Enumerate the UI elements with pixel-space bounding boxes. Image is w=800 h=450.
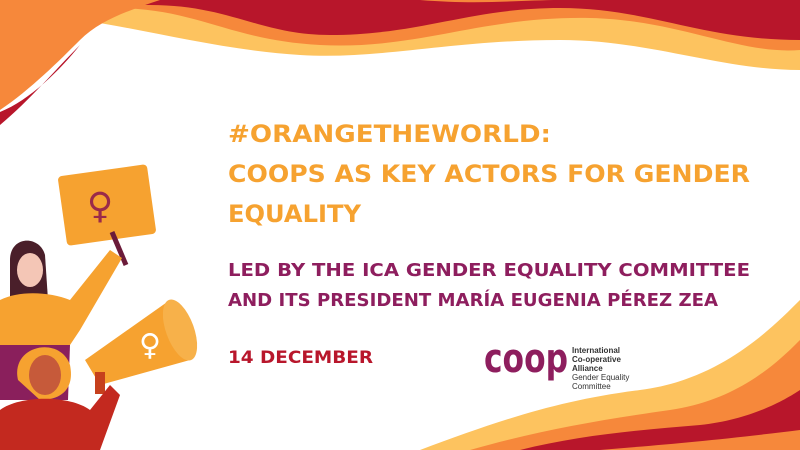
subtitle-line: LED BY THE ICA GENDER EQUALITY COMMITTEE [228, 260, 750, 281]
wave-bottom-red [520, 390, 800, 450]
title-line: COOPS AS KEY ACTORS FOR GENDER [228, 160, 750, 188]
logo-text: Gender Equality [572, 373, 629, 382]
logo-text: International [572, 346, 620, 355]
date: 14 DECEMBER [228, 348, 373, 368]
title-line: #ORANGETHEWORLD: [228, 120, 551, 148]
subtitle-line: AND ITS PRESIDENT MARÍA EUGENIA PÉREZ ZE… [228, 289, 718, 311]
logo-text: Alliance [572, 364, 603, 373]
illustration: ♀ ♀ [0, 164, 198, 450]
title-line: EQUALITY [228, 200, 362, 228]
wave-left-red [0, 45, 80, 125]
wave-left [0, 0, 160, 110]
wave-bottom-orange2 [600, 430, 800, 450]
wave-bottom-orange [470, 340, 800, 450]
svg-text:♀: ♀ [87, 186, 113, 227]
logo-text: Co-operative [572, 355, 621, 364]
svg-text:♀: ♀ [139, 328, 161, 363]
logo-wordmark: coop [484, 336, 568, 382]
wave-top-red [0, 0, 800, 40]
logo-text: Committee [572, 382, 611, 391]
